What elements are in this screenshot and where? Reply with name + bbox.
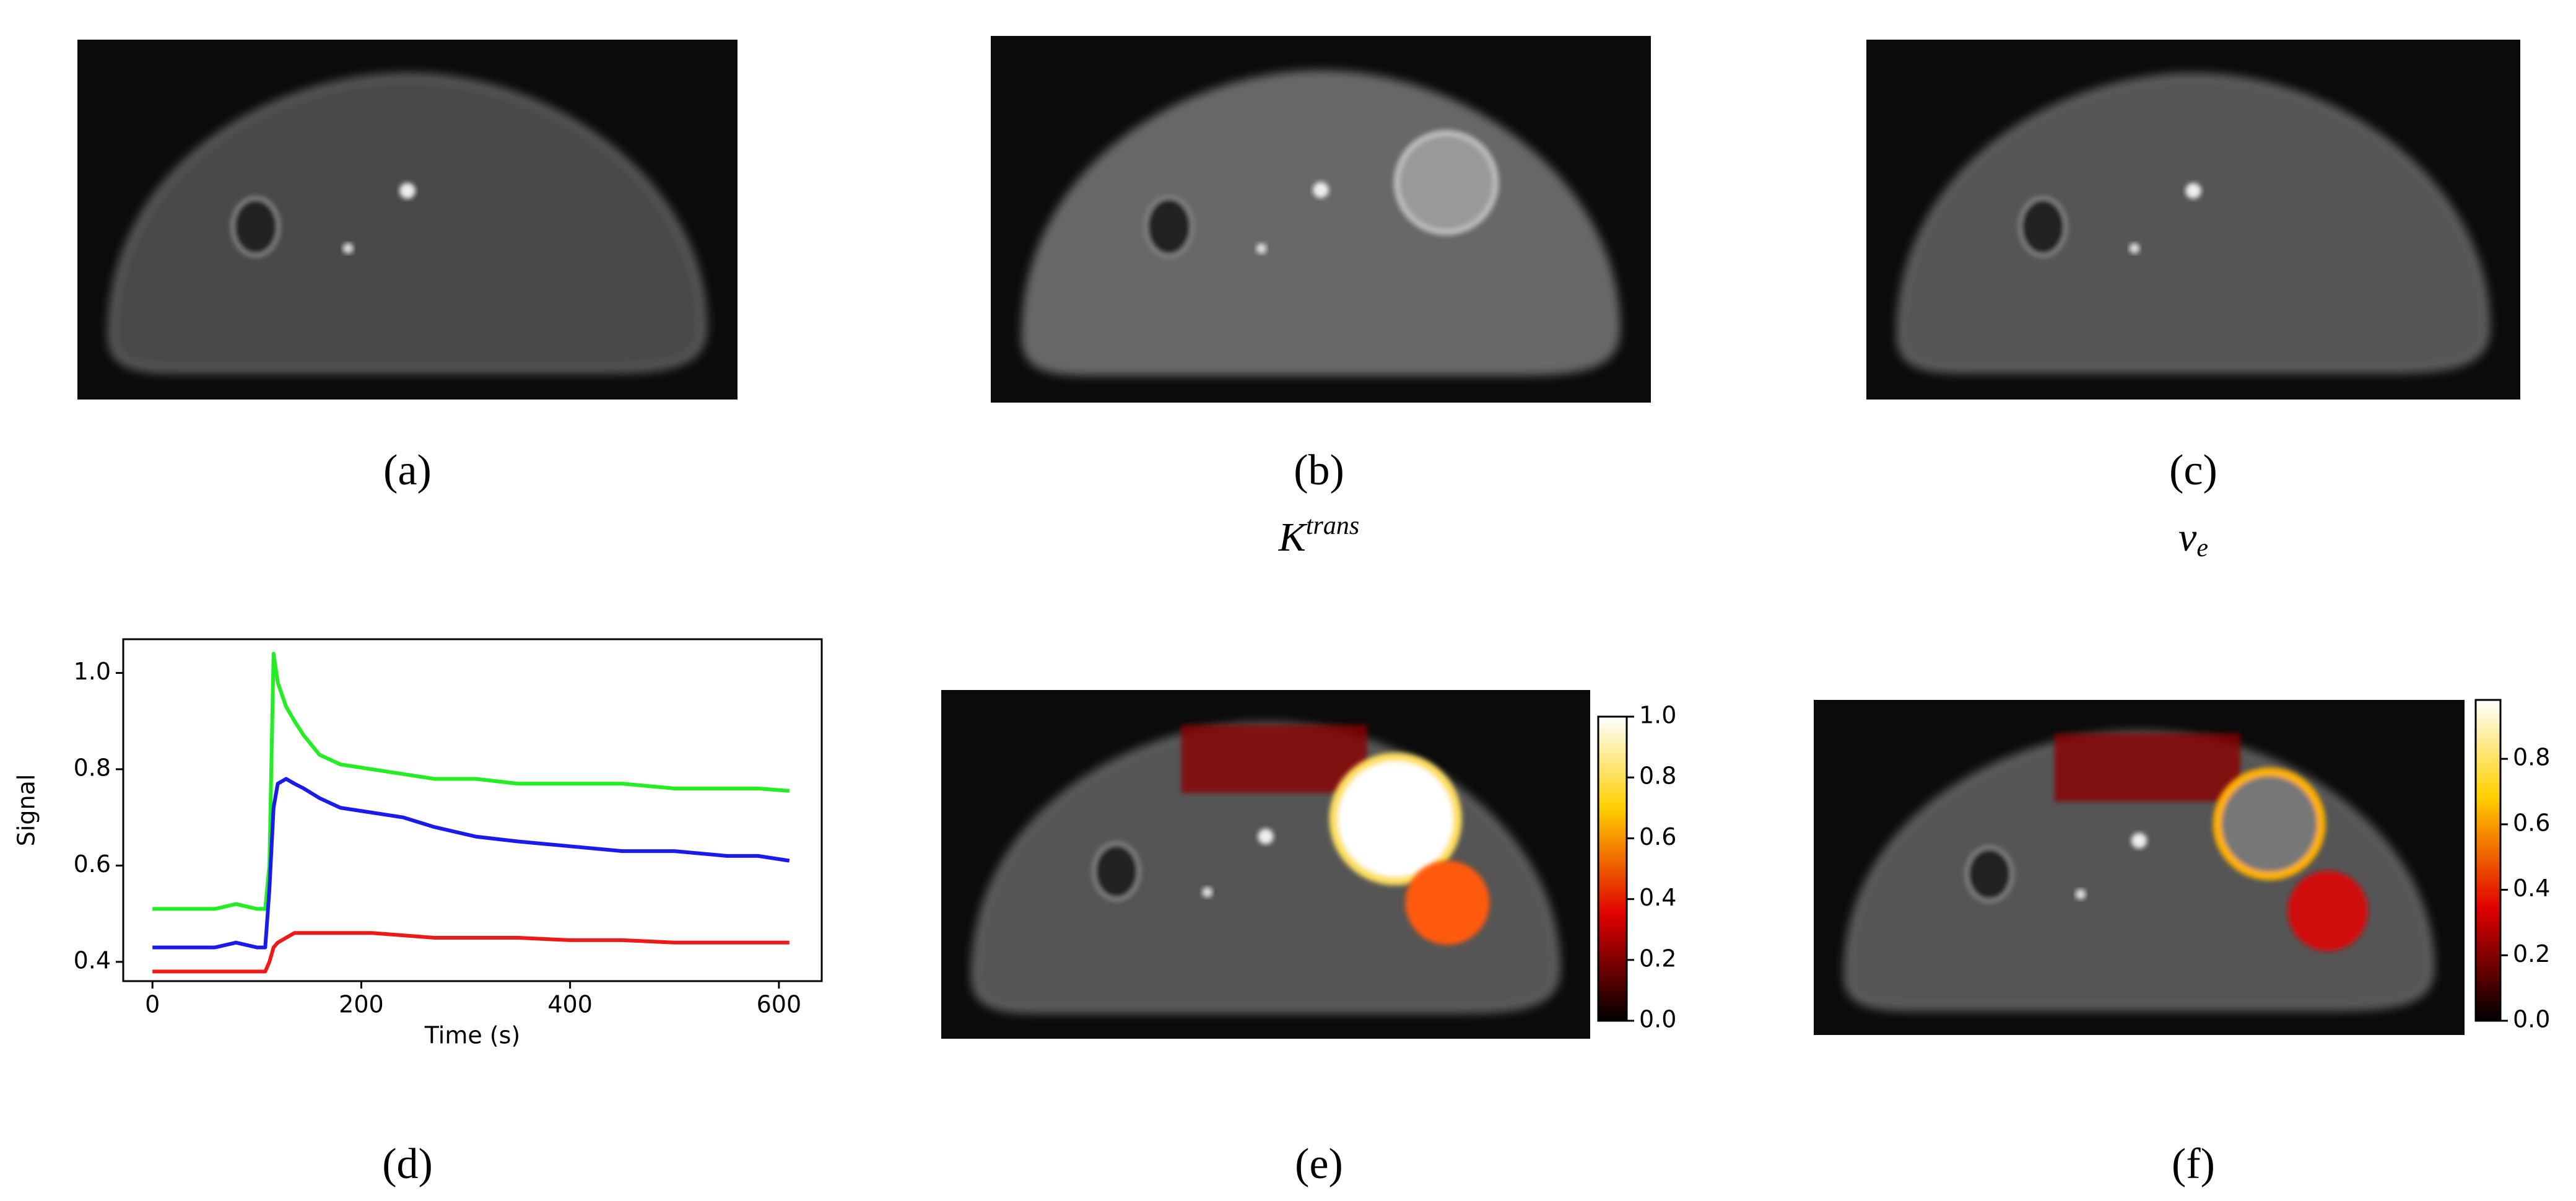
panel-label: (e) xyxy=(1295,1140,1343,1188)
x-tick-label: 200 xyxy=(339,991,384,1018)
vessel xyxy=(1313,181,1329,198)
colorbar-tick-label: 0.0 xyxy=(2513,1006,2550,1033)
panel-label: (f) xyxy=(2172,1140,2215,1188)
structure xyxy=(1144,195,1194,258)
y-tick-label: 0.4 xyxy=(74,946,111,974)
y-tick-label: 0.6 xyxy=(74,850,111,878)
colorbar-tick-label: 0.8 xyxy=(1639,762,1676,790)
map-overlay xyxy=(2054,733,2240,802)
structure xyxy=(1092,841,1141,901)
vessel xyxy=(2185,183,2201,199)
structure xyxy=(2018,196,2068,258)
data-line xyxy=(152,652,790,911)
colorbar-tick-label: 0.2 xyxy=(1639,945,1676,972)
vessel xyxy=(1258,828,1274,845)
colorbar-tick-label: 0.4 xyxy=(2513,875,2550,902)
vessel xyxy=(1256,243,1267,254)
x-axis-label: Time (s) xyxy=(424,1022,521,1049)
x-tick-label: 0 xyxy=(145,991,160,1018)
map-overlay xyxy=(1181,725,1367,793)
vessel xyxy=(2129,243,2140,254)
x-tick-label: 600 xyxy=(757,991,802,1018)
colorbar-tick-label: 0.2 xyxy=(2513,940,2550,967)
vessel xyxy=(2075,889,2086,900)
plot-frame xyxy=(122,638,823,982)
vessel xyxy=(2131,832,2147,849)
colorbar-tick-label: 0.0 xyxy=(1639,1006,1676,1033)
map-overlay xyxy=(2213,767,2326,881)
body-section xyxy=(1897,74,2490,373)
colorbar-tick-label: 1.0 xyxy=(1639,702,1676,729)
colorbar-tick-label: 0.8 xyxy=(2513,744,2550,771)
caption-sup: trans xyxy=(1306,512,1359,540)
data-line xyxy=(152,931,790,974)
colorbar xyxy=(2474,699,2502,1022)
vessel xyxy=(1202,887,1213,897)
body-section xyxy=(108,74,707,373)
map-overlay xyxy=(2287,870,2369,951)
colorbar-tick-label: 0.6 xyxy=(2513,809,2550,836)
x-tick-label: 400 xyxy=(547,991,593,1018)
caption-sub: e xyxy=(2196,534,2208,562)
vessel xyxy=(342,243,354,254)
vessel xyxy=(399,183,416,199)
map-overlay xyxy=(1405,860,1490,945)
mri-images xyxy=(77,36,2520,1039)
map-overlay xyxy=(1329,753,1462,886)
ktrans-caption: Ktrans xyxy=(1278,512,1359,561)
data-line xyxy=(152,777,790,950)
y-tick-label: 1.0 xyxy=(74,658,111,685)
colorbar xyxy=(1597,715,1628,1022)
colorbar-tick-label: 0.4 xyxy=(1639,884,1676,911)
y-tick-label: 0.8 xyxy=(74,754,111,781)
colorbar-tick-label: 0.6 xyxy=(1639,823,1676,850)
ve-caption: ve xyxy=(2178,515,2208,562)
caption-base: K xyxy=(1278,515,1308,560)
panel-label: (a) xyxy=(383,447,432,494)
panel-label: (b) xyxy=(1294,447,1344,494)
structure xyxy=(230,196,281,258)
y-axis-label: Signal xyxy=(13,774,40,847)
tumor xyxy=(1393,129,1499,235)
panel-label: (d) xyxy=(382,1140,433,1188)
structure xyxy=(1964,845,2014,903)
panel-label: (c) xyxy=(2169,447,2217,494)
caption-base: v xyxy=(2178,515,2197,560)
